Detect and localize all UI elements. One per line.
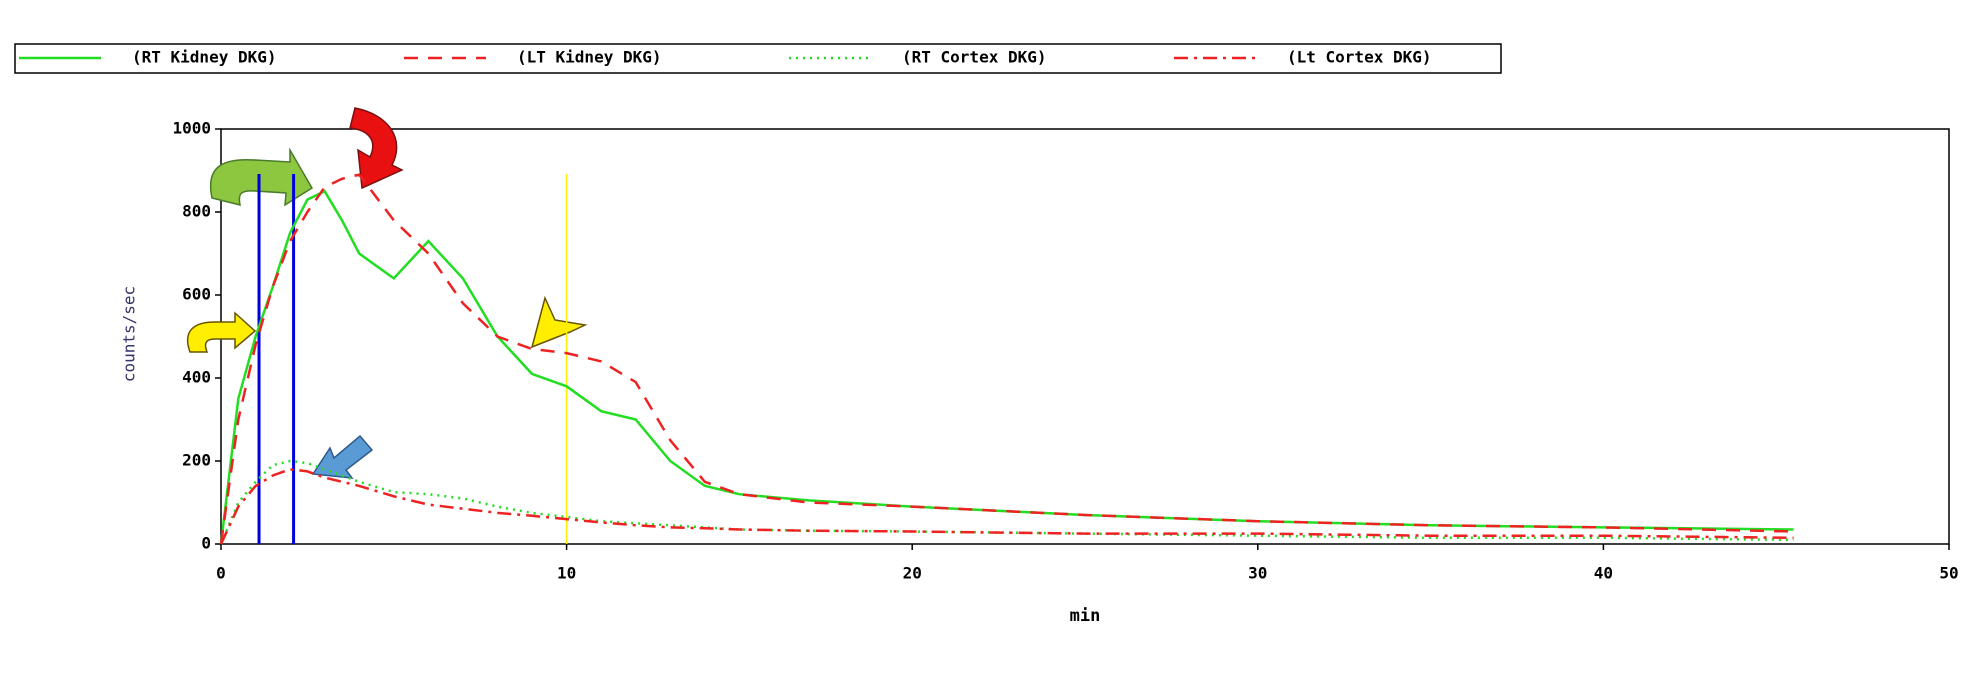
annotation-arrow xyxy=(311,434,374,479)
y-tick-label: 400 xyxy=(182,368,211,387)
series-line xyxy=(219,189,1794,545)
x-tick-label: 50 xyxy=(1939,564,1958,583)
y-axis-label: counts/sec xyxy=(120,286,139,382)
legend: (RT Kidney DKG) (LT Kidney DKG) (RT Cortex… xyxy=(19,48,1432,67)
y-tick-label: 0 xyxy=(201,534,211,553)
y-tick-label: 800 xyxy=(182,202,211,221)
plot-frame xyxy=(220,128,1950,545)
y-tick-label: 600 xyxy=(182,285,211,304)
x-axis-label: min xyxy=(1070,606,1101,626)
y-tick-label: 1000 xyxy=(172,119,211,138)
x-tick-label: 20 xyxy=(903,564,922,583)
legend-label: (RT Kidney DKG) xyxy=(132,48,277,67)
x-tick-label: 0 xyxy=(216,564,226,583)
x-tick-label: 30 xyxy=(1248,564,1267,583)
legend-label: (LT Kidney DKG) xyxy=(517,48,662,67)
y-tick-label: 200 xyxy=(182,451,211,470)
legend-box xyxy=(14,43,1502,74)
annotation-arrow xyxy=(530,295,588,349)
series-line xyxy=(219,468,1794,545)
legend-label: (Lt Cortex DKG) xyxy=(1287,48,1432,67)
x-tick-label: 10 xyxy=(557,564,576,583)
legend-label: (RT Cortex DKG) xyxy=(902,48,1047,67)
annotation-arrow xyxy=(349,107,404,190)
annotation-arrow xyxy=(186,311,257,353)
series-line xyxy=(219,459,1794,545)
series-line xyxy=(219,173,1794,545)
annotation-arrow xyxy=(209,147,314,207)
x-tick-label: 40 xyxy=(1594,564,1613,583)
